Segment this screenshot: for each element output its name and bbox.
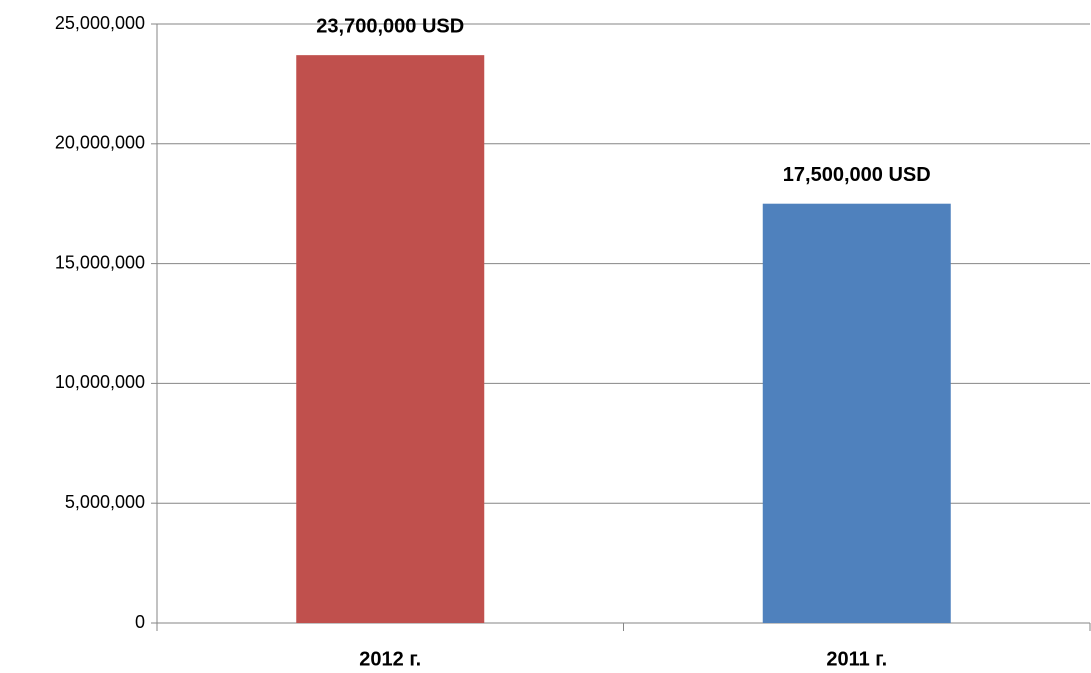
data-label: 17,500,000 USD [783, 164, 931, 186]
y-tick-label: 25,000,000 [55, 13, 145, 33]
y-tick-label: 15,000,000 [55, 252, 145, 272]
bar [762, 203, 951, 623]
y-tick-label: 0 [135, 612, 145, 632]
bar [296, 55, 485, 623]
x-tick-label: 2012 г. [359, 648, 421, 670]
data-label: 23,700,000 USD [316, 15, 464, 37]
y-tick-label: 5,000,000 [65, 492, 145, 512]
x-tick-label: 2011 г. [826, 648, 887, 670]
y-tick-label: 20,000,000 [55, 133, 145, 153]
y-tick-label: 10,000,000 [55, 372, 145, 392]
